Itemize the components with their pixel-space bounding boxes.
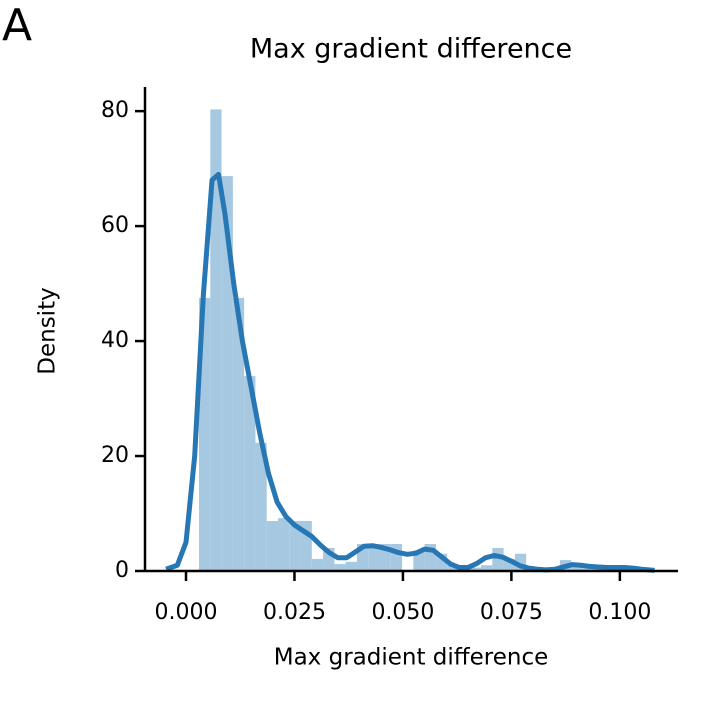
x-tick-label: 0.075 [480, 600, 543, 625]
bar [244, 376, 256, 571]
panel-label: A [2, 0, 32, 51]
bar [481, 565, 493, 571]
bar [345, 561, 357, 571]
bar [368, 543, 380, 571]
bar [210, 109, 222, 571]
bar [582, 568, 594, 571]
y-tick-label: 20 [101, 443, 129, 468]
bar [469, 567, 482, 571]
bar [390, 543, 403, 571]
bar [514, 553, 527, 571]
chart-title: Max gradient difference [250, 34, 572, 65]
bar [232, 297, 245, 571]
bar [289, 520, 301, 571]
bar [323, 548, 335, 571]
bar [311, 558, 324, 571]
y-tick-label: 40 [101, 328, 129, 353]
y-tick-label: 80 [101, 98, 129, 123]
bar [413, 550, 425, 571]
bar [571, 566, 583, 571]
bar [334, 564, 346, 571]
bar [221, 176, 233, 571]
y-tick-label: 60 [101, 213, 129, 238]
kde-line [165, 171, 655, 573]
bar [492, 548, 504, 571]
x-tick-label: 0.025 [263, 600, 326, 625]
bar [356, 543, 369, 571]
bar [199, 297, 211, 571]
x-tick-label: 0.000 [155, 600, 218, 625]
x-tick-label: 0.100 [588, 600, 651, 625]
bar [255, 442, 267, 571]
x-axis-label: Max gradient difference [274, 645, 549, 671]
bar [300, 520, 312, 571]
bar [277, 518, 290, 571]
bar [266, 520, 278, 571]
x-tick-label: 0.050 [371, 600, 434, 625]
y-axis-label: Density [35, 287, 61, 374]
y-tick-label: 0 [115, 558, 129, 583]
bar [435, 553, 448, 571]
bar [379, 543, 391, 571]
bar [424, 543, 436, 571]
bar [503, 558, 515, 571]
